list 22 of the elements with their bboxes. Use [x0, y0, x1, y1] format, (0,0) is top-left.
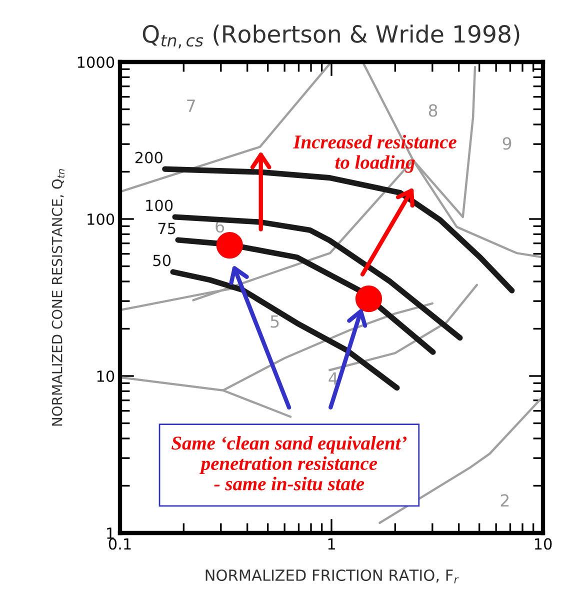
annotation: 5	[270, 315, 279, 328]
annotation: Increased resistance to loading	[293, 134, 456, 173]
y-tick-label: 1	[107, 528, 114, 539]
x-axis-title: NORMALIZED FRICTION RATIO, F$_{r}$	[206, 569, 459, 584]
series-label: 75	[158, 222, 176, 234]
annotation: 9	[502, 137, 512, 150]
series-label: 200	[135, 152, 162, 164]
y-axis-title: NORMALIZED CONE RESISTANCE, Q$_{tn}$	[52, 169, 64, 426]
annotation: 8	[428, 104, 438, 117]
chart-title: Q$_{tn,cs}$ (Robertson & Wride 1998)	[142, 24, 520, 48]
x-tick-label: 1	[328, 538, 335, 550]
annotation: Same ‘clean sand equivalent’ penetration resistance - same in-situ state	[172, 436, 407, 490]
y-tick-label: 1000	[78, 56, 114, 68]
series-label: 100	[146, 200, 173, 212]
y-tick-label: 100	[88, 213, 114, 226]
x-tick-label: 0.1	[108, 538, 131, 550]
y-tick-label: 10	[97, 370, 114, 382]
annotation: 2	[500, 494, 509, 507]
series-label: 50	[153, 254, 171, 266]
annotation: 7	[187, 100, 195, 112]
annotation: 4	[328, 372, 338, 385]
x-tick-label: 10	[534, 538, 552, 550]
